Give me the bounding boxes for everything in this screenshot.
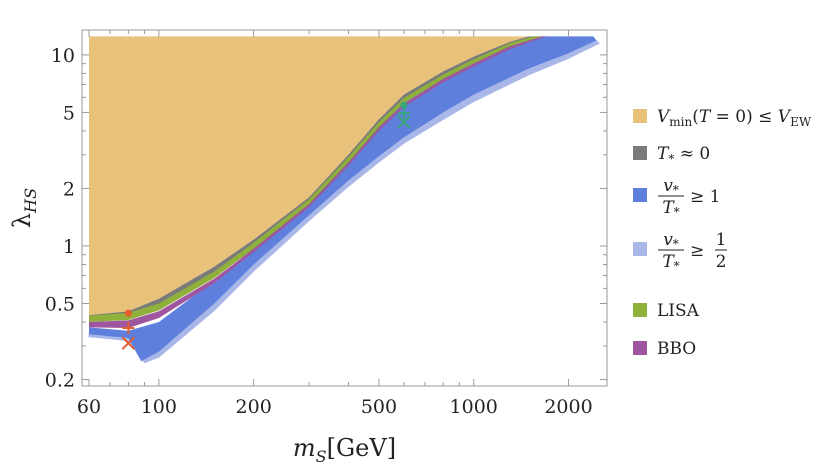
x-axis-label-sub: S — [316, 447, 327, 466]
x-tick-label: 1000 — [450, 396, 498, 418]
x-axis-label-unit: [GeV] — [327, 434, 396, 462]
legend-frac-numerator: v* — [663, 176, 679, 197]
marker-dot-3 — [400, 101, 408, 109]
x-axis-label: mS[GeV] — [293, 434, 396, 466]
y-tick-label: 0.5 — [45, 293, 75, 315]
legend-swatch — [633, 303, 647, 317]
legend-frac-denominator: T* — [662, 198, 679, 219]
y-tick-label: 10 — [51, 45, 75, 67]
y-axis-label-main: λ — [8, 213, 36, 228]
marker-plus-4 — [397, 107, 410, 120]
legend-item-vhalf: v*T* ≥12 — [633, 230, 727, 273]
legend-swatch — [633, 188, 647, 202]
marker-cross-2 — [121, 336, 136, 350]
x-tick-label: 500 — [361, 396, 397, 418]
legend-item-vmin: Vmin(T = 0) ≤ VEW — [633, 107, 812, 129]
legend-frac-denominator: T* — [662, 252, 679, 273]
x-axis-label-main: m — [293, 434, 316, 462]
y-axis-label-sub: HS — [21, 188, 40, 214]
y-tick-label: 2 — [63, 178, 75, 200]
chart-regions — [88, 36, 600, 364]
region-vmin — [89, 36, 555, 316]
legend-swatch — [633, 341, 647, 355]
x-axis-ticks: 60 100 200 500 1000 2000 — [77, 30, 593, 418]
legend-relation: ≥ 1 — [690, 187, 720, 207]
legend-frac-numerator: v* — [663, 230, 679, 251]
legend-label: LISA — [657, 301, 700, 321]
y-axis-label: λHS — [8, 188, 40, 228]
legend-swatch — [633, 242, 647, 256]
legend-relation: ≥ — [690, 241, 704, 261]
legend-half-denominator: 2 — [716, 252, 727, 272]
legend-label: T* ≈ 0 — [657, 144, 710, 166]
legend-label: Vmin(T = 0) ≤ VEW — [657, 107, 812, 129]
x-tick-label: 2000 — [544, 396, 592, 418]
legend-swatch — [633, 109, 647, 123]
y-axis-ticks: 0.2 0.5 1 2 5 10 — [45, 45, 607, 392]
plot-frame — [81, 29, 608, 387]
legend-item-tzero: T* ≈ 0 — [633, 144, 710, 166]
legend-half-numerator: 1 — [716, 230, 727, 250]
legend-item-lisa: LISA — [633, 301, 700, 321]
y-tick-label: 0.2 — [45, 370, 75, 392]
x-tick-label: 200 — [236, 396, 272, 418]
legend-swatch — [633, 146, 647, 160]
y-tick-label: 5 — [63, 102, 75, 124]
marker-plus-1 — [122, 322, 135, 335]
legend-item-bbo: BBO — [633, 339, 696, 359]
marker-cross-5 — [397, 115, 411, 129]
chart-markers — [121, 101, 411, 350]
y-tick-label: 1 — [63, 236, 75, 258]
x-tick-label: 100 — [141, 396, 177, 418]
legend-label: BBO — [657, 339, 696, 359]
marker-dot-0 — [124, 309, 132, 317]
x-tick-label: 60 — [77, 396, 101, 418]
legend-item-v1: v*T* ≥ 1 — [633, 176, 720, 219]
